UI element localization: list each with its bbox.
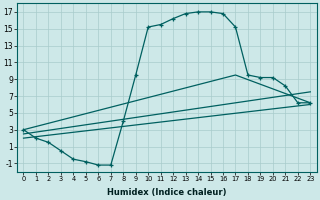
X-axis label: Humidex (Indice chaleur): Humidex (Indice chaleur) bbox=[107, 188, 227, 197]
